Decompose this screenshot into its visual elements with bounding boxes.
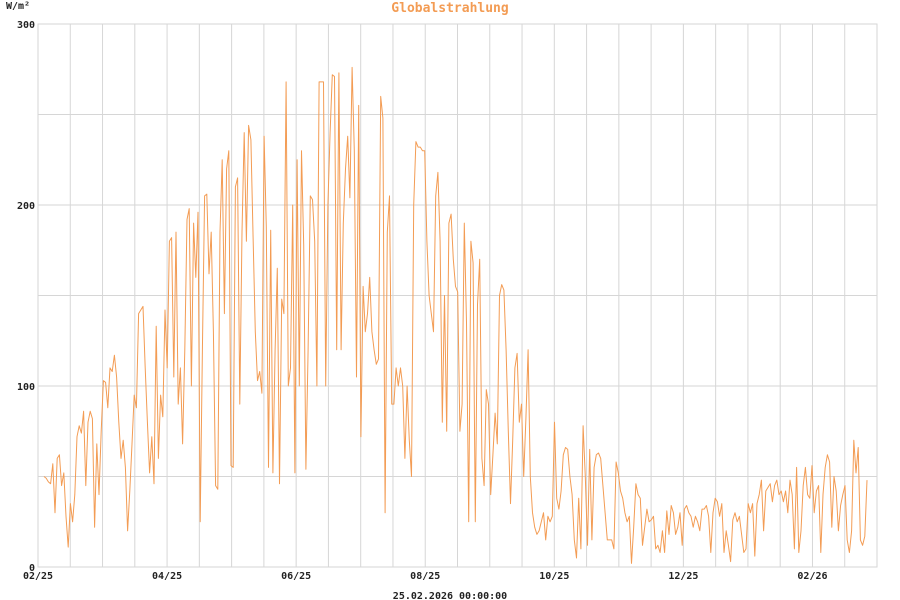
y-tick-label: 100 [17,382,35,393]
y-axis-unit-label: W/m² [6,1,30,12]
chart-title: Globalstrahlung [391,1,508,16]
y-tick-label: 200 [17,201,35,212]
y-tick-label: 0 [29,563,35,574]
x-tick-label: 02/26 [797,571,827,582]
x-tick-label: 06/25 [281,571,311,582]
timestamp-footer: 25.02.2026 00:00:00 [393,591,507,600]
x-tick-label: 12/25 [668,571,698,582]
series-lines [43,66,868,564]
x-tick-label: 08/25 [410,571,440,582]
globalstrahlung-series-line [43,66,868,564]
axis-tick-labels: 0 100 200 300 02/25 04/25 06/25 08/25 10/25 12/25… [17,20,828,582]
x-tick-label: 02/25 [23,571,53,582]
x-tick-label: 10/25 [539,571,569,582]
x-tick-label: 04/25 [152,571,182,582]
y-tick-label: 300 [17,20,35,31]
